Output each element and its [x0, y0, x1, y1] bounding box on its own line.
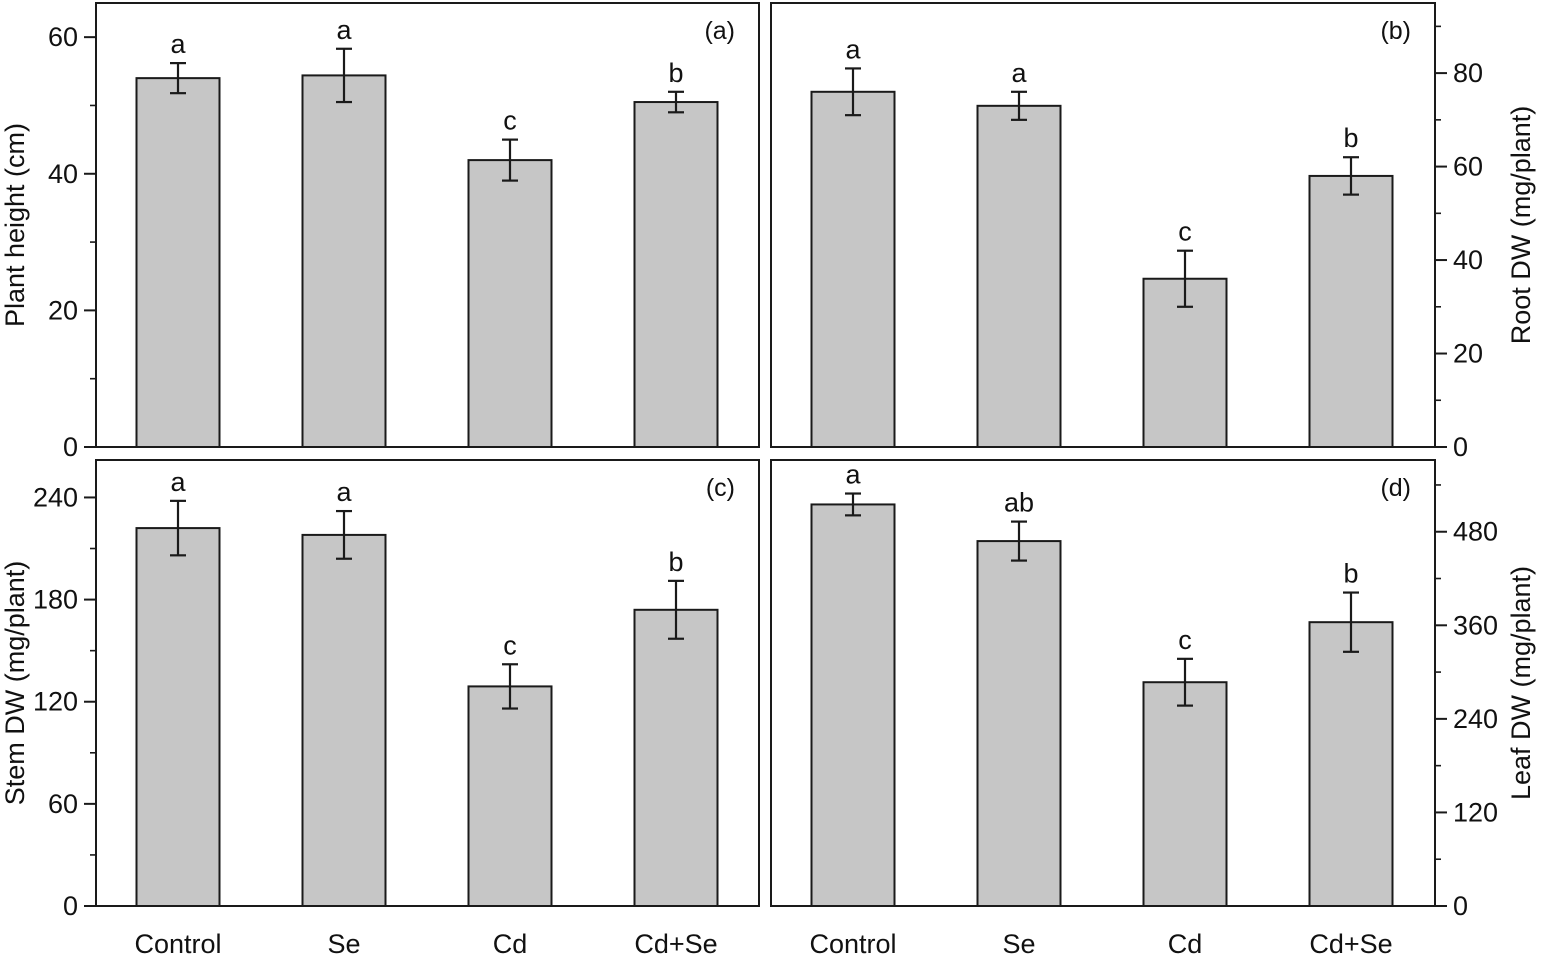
- error-bar: [170, 62, 186, 95]
- panel-b-root-dw: a a c b 0 20 40 60 80 Root DW (mg/plant) (b): [770, 2, 1536, 462]
- x-category-label: Control: [809, 929, 896, 957]
- error-bar: [336, 509, 352, 560]
- bar-cd-plus-se: [1308, 174, 1394, 448]
- panel-a-plant-height: a a c b 0 20 40 60 Plant height (cm) (a): [0, 2, 760, 462]
- error-bar: [845, 67, 861, 117]
- y-tick-label: 240: [33, 482, 78, 512]
- error-bar: [1343, 156, 1359, 196]
- x-category-label: Cd: [493, 929, 528, 957]
- y-tick-label: 480: [1453, 517, 1498, 547]
- error-bar: [1343, 591, 1359, 653]
- error-bar: [668, 579, 684, 640]
- significance-letter: b: [1343, 559, 1358, 589]
- x-category-label: Cd+Se: [634, 929, 717, 957]
- significance-letter: c: [1178, 625, 1192, 655]
- y-tick-label: 0: [63, 891, 78, 921]
- significance-letter: c: [1178, 217, 1192, 247]
- x-category-label: Se: [1002, 929, 1035, 957]
- error-bar: [170, 499, 186, 557]
- y-tick-label: 40: [1453, 245, 1483, 275]
- x-category-label: Cd: [1168, 929, 1203, 957]
- y-tick-label: 60: [48, 789, 78, 819]
- bar-se: [301, 74, 387, 448]
- y-tick-label: 360: [1453, 610, 1498, 640]
- panel-label: (d): [1380, 474, 1411, 502]
- error-bar: [1177, 657, 1193, 707]
- y-tick-label: 20: [1453, 339, 1483, 369]
- significance-letter: b: [668, 58, 683, 88]
- y-axis-title: Stem DW (mg/plant): [0, 561, 30, 806]
- y-tick-label: 0: [63, 432, 78, 462]
- y-tick-label: 60: [48, 22, 78, 52]
- y-tick-label: 180: [33, 585, 78, 615]
- y-tick-label: 0: [1453, 432, 1468, 462]
- panel-d-leaf-dw: a ab c b 0 120 240 360 480 Leaf DW (mg/plant) (d) C…: [770, 459, 1536, 957]
- bar-control: [810, 503, 896, 907]
- error-bar: [336, 47, 352, 104]
- error-bar: [1011, 90, 1027, 121]
- y-axis-title: Plant height (cm): [0, 123, 30, 327]
- bar-control: [810, 90, 896, 449]
- significance-letter: a: [845, 34, 861, 64]
- x-category-label: Se: [327, 929, 360, 957]
- bar-control: [135, 77, 221, 448]
- y-tick-label: 40: [48, 159, 78, 189]
- plot-frame: [95, 459, 760, 907]
- significance-letter: c: [503, 630, 517, 660]
- bar-se: [976, 540, 1062, 907]
- y-tick-label: 0: [1453, 891, 1468, 921]
- bar-cd: [467, 159, 553, 448]
- significance-letter: b: [1343, 123, 1358, 153]
- y-axis-title: Leaf DW (mg/plant): [1506, 566, 1536, 800]
- y-tick-label: 20: [48, 295, 78, 325]
- bar-control: [135, 527, 221, 907]
- panel-label: (c): [706, 474, 735, 502]
- error-bar: [668, 90, 684, 114]
- y-tick-label: 80: [1453, 58, 1483, 88]
- significance-letter: a: [336, 15, 352, 45]
- significance-letter: c: [503, 106, 517, 136]
- y-tick-label: 120: [1453, 797, 1498, 827]
- plot-frame: [95, 2, 760, 448]
- error-bar: [1177, 249, 1193, 308]
- panel-label: (a): [704, 17, 735, 45]
- panel-label: (b): [1380, 17, 1411, 45]
- x-category-label: Cd+Se: [1309, 929, 1392, 957]
- bar-se: [976, 104, 1062, 449]
- y-tick-label: 240: [1453, 704, 1498, 734]
- x-category-label: Control: [134, 929, 221, 957]
- y-tick-label: 120: [33, 687, 78, 717]
- significance-letter: a: [1011, 58, 1027, 88]
- bar-se: [301, 533, 387, 907]
- error-bar: [502, 663, 518, 710]
- plot-frame: [770, 2, 1436, 448]
- panel-c-stem-dw: a a c b 0 60 120 180 240 Stem DW (mg/plant) (c) Con…: [0, 459, 760, 957]
- error-bar: [845, 492, 861, 517]
- bar-cd-plus-se: [633, 101, 719, 449]
- y-tick-label: 60: [1453, 152, 1483, 182]
- bar-cd: [467, 685, 553, 908]
- bar-cd-plus-se: [633, 608, 719, 907]
- bar-cd: [1142, 681, 1228, 907]
- significance-letter: a: [336, 477, 352, 507]
- error-bar: [502, 138, 518, 182]
- y-axis-title: Root DW (mg/plant): [1506, 106, 1536, 345]
- significance-letter: a: [845, 460, 861, 490]
- significance-letter: a: [170, 467, 186, 497]
- significance-letter: b: [668, 547, 683, 577]
- error-bar: [1011, 520, 1027, 562]
- bar-cd-plus-se: [1308, 621, 1394, 907]
- significance-letter: a: [170, 29, 186, 59]
- significance-letter: ab: [1004, 488, 1034, 518]
- plot-frame: [770, 459, 1436, 907]
